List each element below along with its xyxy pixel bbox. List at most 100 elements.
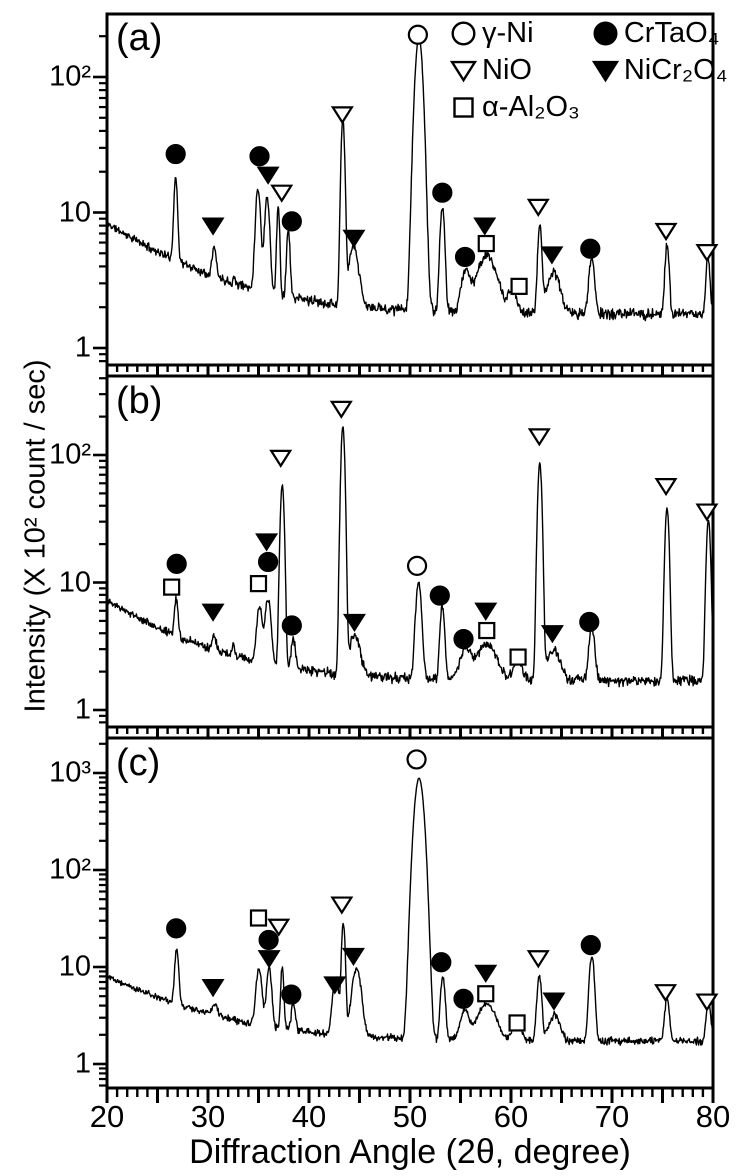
y-tick-label: 10 [58,566,91,598]
marker-triangle-open-icon [695,244,719,263]
panel-a-label: (a) [116,17,163,59]
xrd-trace [106,777,714,1046]
x-tick-label: 40 [291,1099,327,1134]
marker-triangle-filled-icon [255,533,279,552]
xrd-trace [106,36,714,322]
marker-circle-filled-icon [281,615,302,636]
marker-circle-filled-icon [249,146,270,167]
legend-item-label: α-Al₂O₃ [482,91,580,123]
marker-triangle-filled-icon [540,246,564,265]
panel-c-label: (c) [116,742,161,784]
marker-triangle-open-icon [330,106,354,125]
marker-circle-filled-icon [166,918,187,939]
marker-circle-filled-icon [580,935,601,956]
marker-triangle-open-icon [330,896,354,915]
marker-circle-filled-icon [432,182,453,203]
marker-triangle-filled-icon [342,613,366,633]
marker-square-open-icon [477,985,495,1003]
x-tick-label: 70 [594,1099,630,1134]
marker-triangle-filled-icon [474,602,498,621]
marker-triangle-filled-icon [323,976,347,995]
marker-triangle-open-icon [654,478,678,497]
marker-triangle-open-icon [526,950,550,969]
marker-triangle-open-icon [654,222,678,242]
legend-item--al-o-: α-Al₂O₃ [450,89,580,126]
marker-circle-open-icon [407,24,428,45]
marker-triangle-open-icon [270,184,294,203]
y-tick-label: 10³ [49,756,91,789]
marker-circle-filled-icon [429,585,450,606]
x-tick-label: 20 [89,1099,125,1134]
marker-circle-filled-icon [165,143,186,165]
y-tick-label: 10 [58,950,91,983]
marker-square-open-icon [509,648,527,666]
marker-circle-filled-icon [454,246,476,268]
y-tick-label: 1 [74,1047,91,1080]
marker-circle-filled-icon [257,551,279,573]
marker-triangle-open-icon [695,993,719,1012]
y-tick-label: 10² [49,853,91,886]
legend-triangle-filled-icon [591,60,619,83]
marker-triangle-filled-icon [257,950,281,969]
legend-item-label: NiCr₂O₄ [623,54,728,86]
marker-square-open-icon [453,97,474,118]
marker-square-open-icon [249,575,268,593]
marker-square-open-icon [163,578,181,596]
legend-item-label: γ-Ni [482,17,534,49]
panel-b [93,374,719,729]
marker-circle-filled-icon [166,553,187,574]
legend-item-crtao-: CrTaO₄ [592,15,728,52]
legend-item-label: CrTaO₄ [623,17,720,49]
legend-item-nio: NiO [450,52,580,89]
marker-triangle-filled-icon [341,947,365,967]
marker-triangle-filled-icon [474,964,498,983]
marker-circle-filled-icon [281,211,302,232]
marker-triangle-open-icon [269,449,293,468]
marker-circle-filled-icon [580,238,601,259]
marker-circle-filled-icon [258,929,279,951]
marker-triangle-filled-icon [201,979,225,998]
marker-triangle-open-icon [450,60,477,83]
marker-triangle-filled-icon [542,992,566,1011]
marker-circle-filled-icon [579,611,600,633]
panel-b-label: (b) [116,380,163,422]
panel-frame [105,736,715,1090]
panel-frame [105,12,715,367]
y-tick-label: 10 [58,196,91,228]
y-axis-title: Intensity (X 10² count / sec) [19,359,52,713]
marker-triangle-filled-icon [201,603,225,622]
y-tick-label: 1 [74,693,91,726]
marker-triangle-filled-icon [201,217,225,236]
x-tick-label: 80 [695,1099,731,1134]
legend-item-label: NiO [482,54,532,86]
marker-circle-filled-icon [453,628,474,650]
legend-item--ni: γ-Ni [450,15,580,52]
panel-frame [105,374,715,729]
marker-circle-filled-icon [593,21,618,46]
marker-triangle-open-icon [329,400,353,419]
legend: γ-Ni CrTaO₄ NiO NiCr₂O₄ α-Al₂O₃ [450,15,727,126]
legend-triangle-open-icon [450,60,477,83]
x-axis-title: Diffraction Angle (2θ, degree) [189,1133,631,1171]
legend-circle-filled-icon [593,21,618,46]
marker-circle-filled-icon [431,952,452,973]
y-tick-label: 10² [49,60,91,93]
panel-a [93,12,719,367]
x-tick-label: 50 [392,1099,428,1134]
marker-circle-filled-icon [281,984,302,1005]
marker-square-open-icon [508,1014,526,1032]
marker-circle-filled-icon [453,988,474,1009]
y-tick-label: 1 [74,331,91,364]
marker-triangle-open-icon [695,503,719,522]
marker-triangle-filled-icon [540,625,564,644]
legend-circle-open-icon [451,21,476,46]
x-tick-label: 30 [190,1099,226,1134]
marker-square-open-icon [478,621,496,640]
marker-triangle-filled-icon [256,166,280,185]
marker-triangle-open-icon [267,918,291,937]
x-tick-label: 60 [493,1099,529,1134]
legend-item-nicr-o-: NiCr₂O₄ [591,52,728,89]
marker-square-open-icon [477,234,495,253]
